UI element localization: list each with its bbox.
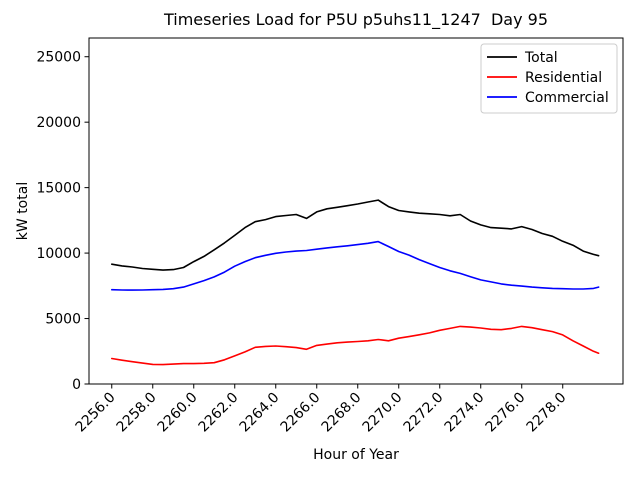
series-line-commercial: [111, 240, 600, 291]
x-tick-label: 2268.0: [319, 390, 365, 436]
y-tick-label: 25000: [36, 50, 81, 66]
series-line-residential: [111, 325, 600, 366]
x-tick-label: 2274.0: [442, 390, 488, 436]
plot-border: [88, 37, 624, 385]
x-tick-label: 2260.0: [155, 390, 201, 436]
y-tick-label: 15000: [36, 181, 81, 197]
chart-title: Timeseries Load for P5U p5uhs11_1247 Day…: [163, 10, 548, 30]
x-tick-label: 2266.0: [278, 390, 324, 436]
x-tick-label: 2276.0: [483, 390, 529, 436]
y-tick-label: 10000: [36, 246, 81, 262]
legend-box: [480, 43, 618, 114]
x-axis-label: Hour of Year: [313, 447, 399, 463]
series-lines: [111, 199, 600, 366]
legend-label-residential: Residential: [525, 70, 602, 86]
x-tick-label: 2272.0: [401, 390, 447, 436]
x-tick-label: 2270.0: [360, 390, 406, 436]
x-tick-label: 2278.0: [524, 390, 570, 436]
y-tick-label: 0: [72, 377, 81, 393]
y-axis-label: kW total: [15, 182, 31, 240]
x-axis-ticks: 2256.02258.02260.02262.02264.02266.02268…: [73, 384, 570, 435]
x-tick-label: 2262.0: [196, 390, 242, 436]
legend-label-total: Total: [524, 50, 558, 66]
x-tick-label: 2256.0: [73, 390, 119, 436]
y-tick-label: 5000: [45, 312, 81, 328]
legend-label-commercial: Commercial: [525, 90, 609, 106]
x-tick-label: 2264.0: [237, 390, 283, 436]
y-tick-label: 20000: [36, 115, 81, 131]
series-line-total: [111, 199, 600, 271]
legend: Total Residential Commercial: [480, 43, 618, 114]
y-axis-ticks: 0 5000 10000 15000 20000 25000: [36, 50, 89, 393]
x-tick-label: 2258.0: [114, 390, 160, 436]
